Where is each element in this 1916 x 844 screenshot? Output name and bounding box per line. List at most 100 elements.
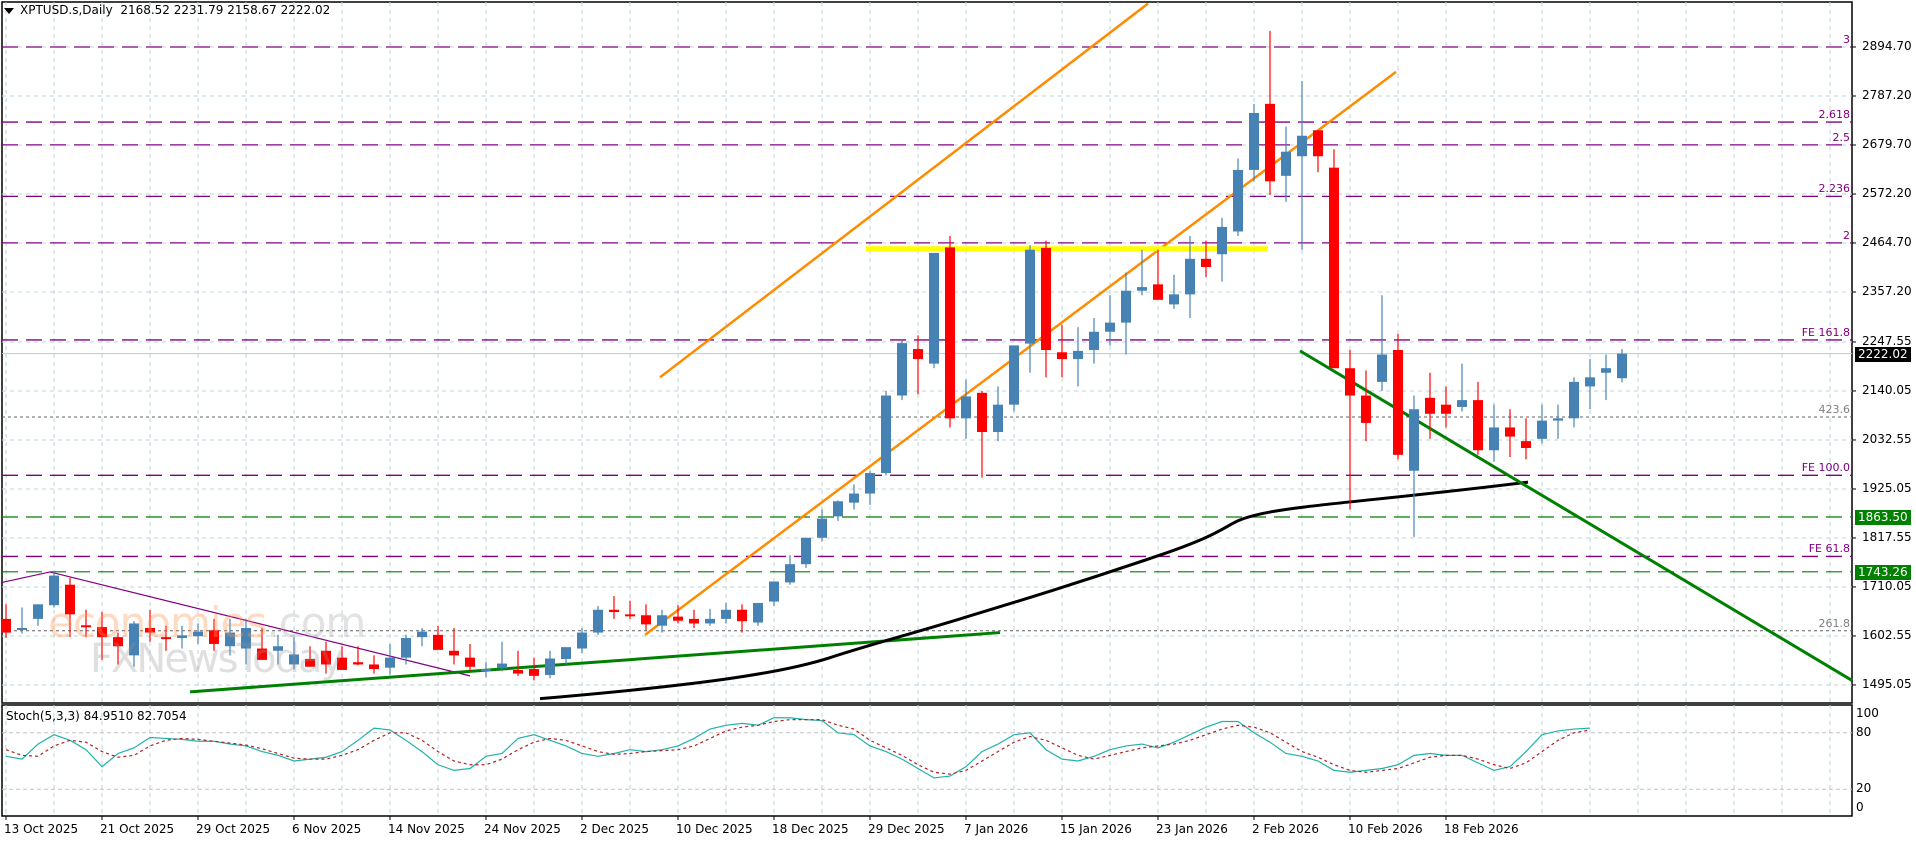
collapse-triangle-icon[interactable]	[4, 7, 14, 14]
candle[interactable]	[353, 646, 363, 666]
candle[interactable]	[65, 577, 75, 638]
candle[interactable]	[1121, 272, 1131, 355]
candle[interactable]	[1201, 240, 1211, 278]
candle[interactable]	[1473, 381, 1483, 455]
candle[interactable]	[1489, 404, 1499, 462]
candle[interactable]	[177, 625, 187, 649]
candle[interactable]	[753, 602, 763, 626]
candle[interactable]	[449, 628, 459, 665]
candle[interactable]	[1249, 103, 1259, 182]
candle[interactable]	[1185, 236, 1195, 319]
candle[interactable]	[785, 555, 795, 585]
channel-upper-line[interactable]	[659, 2, 1149, 379]
candle[interactable]	[1425, 372, 1435, 439]
candle[interactable]	[561, 647, 571, 665]
candle[interactable]	[161, 625, 171, 651]
candle[interactable]	[913, 335, 923, 395]
candle[interactable]	[1297, 81, 1307, 250]
candle[interactable]	[593, 606, 603, 635]
ascending-support-trendline[interactable]	[189, 631, 1001, 694]
candle[interactable]	[129, 621, 139, 667]
candle[interactable]	[1073, 327, 1083, 387]
candle[interactable]	[337, 646, 347, 670]
candle[interactable]	[1377, 295, 1387, 391]
candle[interactable]	[1537, 404, 1547, 444]
candle[interactable]	[209, 618, 219, 651]
candle[interactable]	[817, 509, 827, 542]
candle[interactable]	[1505, 409, 1515, 458]
candle[interactable]	[1553, 404, 1563, 439]
candle[interactable]	[193, 623, 203, 644]
candle[interactable]	[305, 646, 315, 667]
candle[interactable]	[977, 390, 987, 478]
candle[interactable]	[577, 628, 587, 654]
candle[interactable]	[1393, 334, 1403, 460]
candle[interactable]	[865, 470, 875, 505]
candle[interactable]	[625, 600, 635, 619]
candle[interactable]	[1585, 359, 1595, 410]
candle[interactable]	[1361, 370, 1371, 442]
candle[interactable]	[465, 643, 475, 672]
candle[interactable]	[241, 618, 251, 665]
candle[interactable]	[81, 609, 91, 638]
candle[interactable]	[801, 537, 811, 568]
candle[interactable]	[145, 609, 155, 642]
candle[interactable]	[529, 657, 539, 681]
candle[interactable]	[641, 604, 651, 631]
candle[interactable]	[1009, 345, 1019, 412]
descending-resistance-trendline[interactable]	[1299, 349, 1853, 682]
candle[interactable]	[513, 650, 523, 676]
candle[interactable]	[849, 484, 859, 510]
candle[interactable]	[705, 608, 715, 626]
candle[interactable]	[1617, 349, 1627, 383]
candle[interactable]	[1233, 158, 1243, 237]
candle[interactable]	[1089, 318, 1099, 364]
descending-trendline[interactable]	[1, 571, 471, 677]
candle[interactable]	[961, 379, 971, 439]
candle[interactable]	[1, 604, 11, 639]
candle[interactable]	[1281, 126, 1291, 202]
candle[interactable]	[49, 571, 59, 608]
candle[interactable]	[497, 641, 507, 672]
candle[interactable]	[1345, 349, 1355, 510]
candle[interactable]	[737, 604, 747, 633]
candle[interactable]	[113, 632, 123, 665]
candle[interactable]	[1329, 149, 1339, 369]
candle[interactable]	[273, 634, 283, 665]
candle[interactable]	[257, 628, 267, 660]
candle[interactable]	[1217, 217, 1227, 282]
candle[interactable]	[401, 634, 411, 665]
candle[interactable]	[545, 650, 555, 679]
candle[interactable]	[769, 581, 779, 607]
candle[interactable]	[1441, 386, 1451, 428]
candle[interactable]	[321, 641, 331, 674]
candle[interactable]	[1105, 295, 1115, 346]
candle[interactable]	[673, 605, 683, 624]
candle[interactable]	[1521, 418, 1531, 460]
candle[interactable]	[369, 655, 379, 674]
candle[interactable]	[17, 607, 27, 634]
candle[interactable]	[609, 596, 619, 619]
moving-average-line[interactable]	[539, 480, 1529, 701]
candle[interactable]	[1409, 395, 1419, 537]
candle[interactable]	[33, 604, 43, 626]
candle[interactable]	[433, 625, 443, 650]
candle[interactable]	[945, 236, 955, 428]
stochastic-pane[interactable]	[1, 704, 1853, 817]
candle[interactable]	[225, 618, 235, 656]
candle[interactable]	[1601, 354, 1611, 401]
candle[interactable]	[833, 500, 843, 521]
price-pane[interactable]	[1, 1, 1853, 704]
candle[interactable]	[1025, 245, 1035, 373]
candle[interactable]	[657, 609, 667, 633]
candle[interactable]	[721, 602, 731, 624]
candle[interactable]	[385, 643, 395, 675]
candle[interactable]	[1137, 249, 1147, 296]
candle[interactable]	[993, 386, 1003, 442]
candle[interactable]	[481, 662, 491, 678]
candle[interactable]	[417, 628, 427, 647]
candle[interactable]	[97, 612, 107, 660]
candle[interactable]	[1169, 274, 1179, 309]
